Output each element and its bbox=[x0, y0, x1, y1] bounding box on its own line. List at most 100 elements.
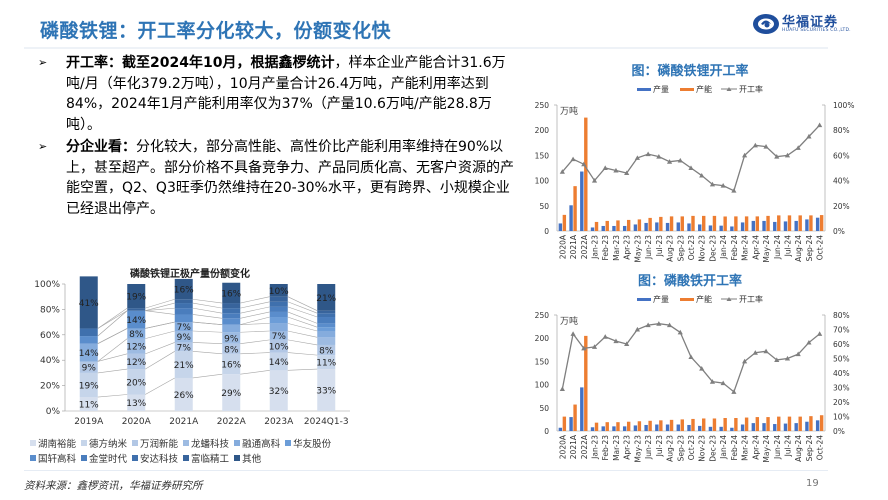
stack-segment bbox=[222, 343, 241, 354]
y-tick-label: 100 bbox=[535, 381, 550, 390]
y-tick-label: 250 bbox=[535, 311, 550, 320]
capacity-bar bbox=[819, 215, 824, 231]
production-bar bbox=[612, 426, 616, 431]
capacity-bar bbox=[594, 221, 599, 231]
production-bar bbox=[740, 222, 745, 231]
logo-name: 华福证券 bbox=[782, 15, 839, 30]
production-bar bbox=[580, 171, 584, 231]
data-label: 7% bbox=[177, 343, 192, 353]
x-tick-label: Jan-24 bbox=[719, 235, 728, 260]
header-divider bbox=[24, 47, 828, 49]
data-label: 19% bbox=[79, 381, 99, 391]
triangle-marker bbox=[742, 152, 748, 158]
triangle-marker bbox=[570, 331, 576, 336]
stack-segment bbox=[222, 313, 241, 319]
triangle-marker bbox=[784, 355, 791, 361]
triangle-marker bbox=[581, 345, 587, 351]
data-label: 33% bbox=[316, 387, 336, 397]
capacity-bar bbox=[659, 216, 663, 231]
source-note: 资料来源：鑫椤资讯，华福证券研究所 bbox=[24, 480, 203, 492]
legend-label: 国轩高科 bbox=[38, 454, 77, 465]
legend-item: 龙蟠科技 bbox=[183, 437, 229, 452]
triangle-marker bbox=[602, 165, 608, 170]
triangle-marker bbox=[634, 155, 640, 160]
x-tick-label: Jan-23 bbox=[591, 435, 600, 460]
data-label: 29% bbox=[221, 389, 241, 399]
stack-segment bbox=[269, 311, 288, 318]
triangle-marker bbox=[709, 181, 716, 187]
triangle-marker bbox=[645, 322, 651, 328]
triangle-marker bbox=[581, 161, 587, 167]
production-bar bbox=[805, 219, 809, 231]
logo-subtitle: HUAFU SECURITIES CO.,LTD. bbox=[782, 28, 851, 33]
y2-tick-label: 0% bbox=[833, 427, 845, 436]
data-label: 12% bbox=[126, 358, 146, 368]
production-bar bbox=[569, 205, 573, 231]
data-label: 9% bbox=[224, 334, 239, 344]
share-chart: 磷酸铁锂正极产量份额变化 0% 20% 40% 60% 80% 100% 11% 19% 9% 14… bbox=[20, 262, 360, 438]
stack-segment bbox=[79, 372, 98, 398]
capacity-bar bbox=[787, 416, 792, 431]
triangle-marker bbox=[677, 157, 683, 163]
legend-label: 龙蟠科技 bbox=[191, 439, 230, 450]
x-tick-label: Mar-23 bbox=[612, 235, 621, 261]
legend-item: 国轩高科 bbox=[30, 452, 76, 467]
x-tick-label: Mar-24 bbox=[741, 435, 750, 461]
capacity-bar bbox=[626, 421, 631, 431]
y-tick-label: 80% bbox=[40, 305, 60, 315]
y2-tick-label: 0% bbox=[833, 227, 845, 236]
x-tick-label: Aug-23 bbox=[666, 235, 675, 262]
stack-segment bbox=[317, 330, 336, 338]
stack-segment bbox=[127, 328, 146, 339]
stack-segment bbox=[269, 323, 288, 331]
brand-logo: 华福证券 HUAFU SECURITIES CO.,LTD. bbox=[752, 10, 867, 38]
legend-item: 金堂时代 bbox=[81, 452, 127, 467]
legend-item: 其他 bbox=[234, 452, 261, 467]
legend-swatch bbox=[81, 455, 88, 461]
legend-label: 产能 bbox=[696, 84, 712, 94]
capacity-bar bbox=[766, 417, 770, 431]
stack-segment bbox=[222, 303, 241, 309]
capacity-bar bbox=[669, 419, 674, 431]
production-bar bbox=[815, 420, 820, 431]
x-tick-label: Jun-24 bbox=[773, 235, 782, 260]
capacity-bar bbox=[584, 335, 588, 431]
stack-segment bbox=[127, 310, 146, 329]
stack-segment bbox=[222, 374, 241, 411]
capacity-bar bbox=[562, 214, 567, 231]
stack-segment bbox=[317, 344, 336, 356]
capacity-bar bbox=[798, 215, 802, 231]
stack-segment bbox=[127, 369, 146, 395]
legend-label: 其他 bbox=[242, 454, 262, 465]
legend-swatch bbox=[132, 455, 139, 461]
data-label: 7% bbox=[272, 332, 287, 342]
chart-title: 磷酸铁锂正极产量份额变化 bbox=[130, 267, 250, 280]
triangle-marker bbox=[795, 351, 801, 357]
triangle-marker bbox=[817, 331, 823, 336]
data-label: 21% bbox=[174, 361, 194, 371]
stack-segment bbox=[317, 310, 336, 314]
x-tick-label: Sep-24 bbox=[805, 235, 814, 262]
capacity-bar bbox=[616, 422, 620, 431]
x-tick-label: Jul-23 bbox=[655, 435, 664, 458]
capacity-bar bbox=[626, 219, 631, 231]
triangle-marker bbox=[731, 389, 737, 394]
footer-divider bbox=[24, 470, 828, 471]
x-tick-label: Jul-23 bbox=[655, 235, 664, 258]
triangle-marker bbox=[806, 133, 812, 139]
triangle-marker bbox=[613, 167, 619, 173]
bullet-heading: 分企业看： bbox=[66, 139, 136, 155]
stack-segment bbox=[222, 308, 241, 314]
triangle-marker bbox=[591, 178, 598, 183]
stack-segment bbox=[317, 313, 336, 318]
data-label: 14% bbox=[126, 316, 146, 326]
triangle-marker bbox=[817, 122, 823, 128]
legend-item: 安达科技 bbox=[132, 452, 178, 467]
y-tick-label: 150 bbox=[535, 151, 550, 160]
capacity-bar bbox=[712, 418, 717, 431]
production-bar bbox=[751, 220, 756, 231]
production-bar bbox=[569, 417, 573, 431]
data-label: 16% bbox=[174, 286, 194, 296]
stack-segment bbox=[317, 284, 336, 311]
